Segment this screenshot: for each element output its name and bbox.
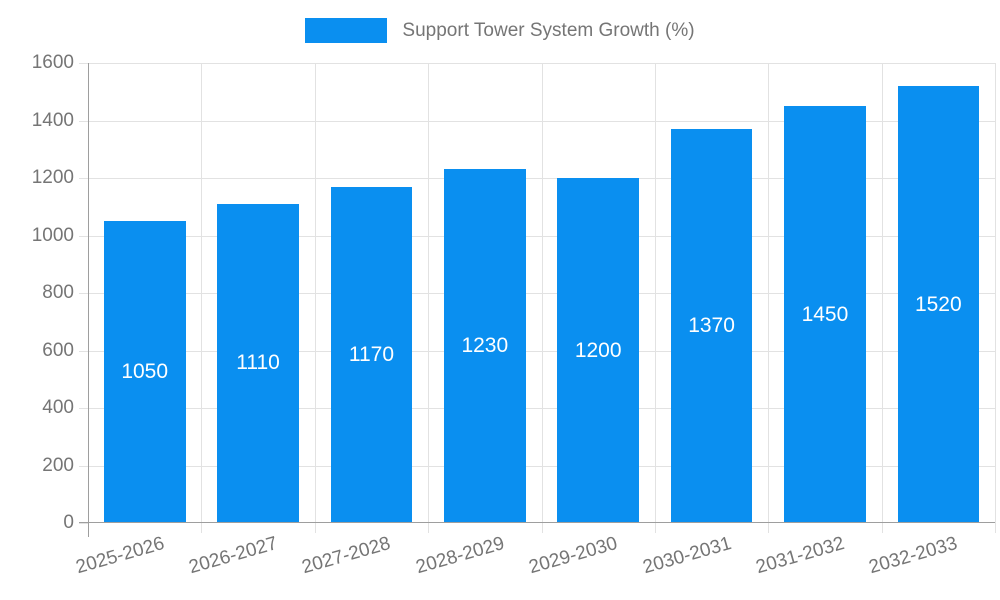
bar[interactable]: 1230 [444, 169, 526, 523]
x-axis-label: 2032-2033 [866, 533, 961, 579]
bar[interactable]: 1520 [897, 86, 980, 523]
gridline-v [314, 63, 316, 533]
bar-value-label: 1520 [914, 292, 962, 316]
bars-container: 1050 1110 1170 1230 1200 1370 1450 1520 [88, 63, 995, 523]
bar-slot: 1520 [882, 63, 995, 523]
y-axis-tick [79, 235, 88, 237]
y-axis-label: 400 [42, 397, 74, 418]
y-axis-tick [79, 63, 88, 64]
y-axis-label: 1000 [31, 224, 74, 246]
y-axis-line [88, 63, 89, 537]
bar[interactable]: 1200 [557, 178, 639, 523]
x-axis-label: 2028-2029 [413, 533, 507, 579]
y-axis-label: 1600 [31, 52, 74, 73]
x-axis-label: 2030-2031 [640, 533, 734, 579]
x-axis-label: 2029-2030 [526, 533, 620, 579]
bar-slot: 1200 [542, 63, 655, 523]
gridline-v [995, 63, 996, 533]
gridline-v [201, 63, 203, 533]
legend-swatch-icon [305, 18, 388, 43]
bar-slot: 1370 [655, 63, 768, 523]
legend-label: Support Tower System Growth (%) [402, 19, 695, 41]
y-axis-tick [79, 293, 88, 294]
x-axis-label: 2025-2026 [73, 533, 167, 579]
bar[interactable]: 1370 [670, 129, 753, 523]
bar[interactable]: 1110 [217, 203, 299, 523]
y-axis-tick [79, 120, 88, 122]
y-axis-tick [79, 465, 88, 467]
gridline-v [768, 63, 770, 533]
gridline-v [541, 63, 543, 533]
bar-slot: 1170 [315, 63, 428, 523]
plot-area: 0 200 400 600 800 1000 1200 1400 1600 1050 1110 117… [32, 52, 996, 578]
bar[interactable]: 1170 [330, 186, 413, 523]
legend[interactable]: Support Tower System Growth (%) [0, 18, 1000, 43]
bar-value-label: 1200 [574, 338, 622, 362]
y-axis-label: 1200 [31, 167, 74, 188]
x-axis-line [79, 522, 995, 523]
gridline-v [881, 63, 883, 533]
y-axis-label: 1400 [31, 109, 74, 131]
y-axis-label: 0 [63, 512, 74, 533]
gridline-v [654, 63, 656, 533]
bar[interactable]: 1050 [103, 221, 186, 523]
y-axis-label: 800 [42, 282, 74, 303]
bar-slot: 1050 [88, 63, 201, 523]
bar-value-label: 1170 [348, 342, 395, 366]
bar-value-label: 1110 [236, 351, 280, 375]
x-axis-label: 2027-2028 [300, 533, 394, 579]
bar-value-label: 1450 [801, 302, 849, 326]
x-axis-label: 2031-2032 [753, 533, 847, 579]
x-axis-label: 2026-2027 [186, 533, 280, 579]
bar-slot: 1110 [201, 63, 314, 523]
bar-slot: 1450 [768, 63, 881, 523]
y-axis-tick [79, 523, 88, 524]
bar-value-label: 1370 [688, 314, 735, 338]
bar-slot: 1230 [428, 63, 541, 523]
bar-value-label: 1230 [461, 334, 509, 358]
y-axis-tick [79, 178, 88, 179]
y-axis-label: 600 [42, 339, 74, 361]
y-axis-label: 200 [42, 454, 74, 476]
bar[interactable]: 1450 [784, 106, 866, 523]
bar-value-label: 1050 [121, 360, 169, 384]
y-axis-tick [79, 408, 88, 409]
gridline-v [428, 63, 430, 533]
y-axis-tick [79, 350, 88, 352]
